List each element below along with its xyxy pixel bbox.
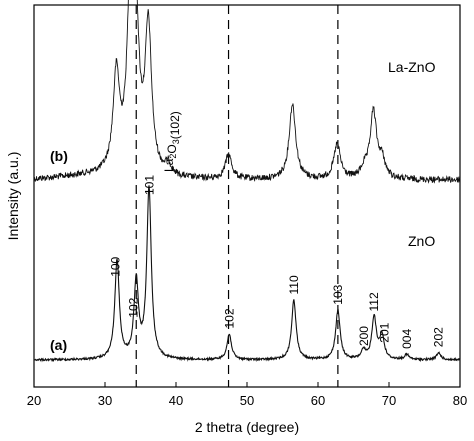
peak-label: 110 xyxy=(287,275,301,294)
peak-label: 102 xyxy=(222,308,236,328)
x-tick-label: 40 xyxy=(169,393,183,408)
peak-label: 202 xyxy=(432,327,446,347)
series-line-la-zno xyxy=(33,0,461,184)
x-tick-label: 30 xyxy=(98,393,112,408)
peak-label: 103 xyxy=(331,284,345,304)
x-tick-label: 20 xyxy=(27,393,41,408)
curves xyxy=(33,0,461,363)
peak-label: 112 xyxy=(367,292,381,311)
x-tick-label: 80 xyxy=(453,393,467,408)
peak-label: 100 xyxy=(109,256,123,276)
peak-labels: 100 102 101 102 110 103 200 112 201 004 202 La2O3(1… xyxy=(109,111,446,349)
peak-label: 101 xyxy=(143,175,157,195)
x-tick-label: 50 xyxy=(240,393,254,408)
series-name-la-zno: La-ZnO xyxy=(388,59,436,75)
peak-label: 200 xyxy=(357,326,371,346)
x-tick-label: 70 xyxy=(382,393,396,408)
series-name-zno: ZnO xyxy=(408,233,435,249)
x-axis-label: 2 thetra (degree) xyxy=(195,419,299,435)
curve-tag-a: (a) xyxy=(50,337,67,353)
x-tick-label: 60 xyxy=(311,393,325,408)
x-axis-ticks: 20 30 40 50 60 70 80 xyxy=(27,382,467,408)
curve-tag-b: (b) xyxy=(50,148,68,164)
la2o3-peak-label: La2O3(102) xyxy=(162,111,182,172)
peak-label: 004 xyxy=(400,329,414,349)
series-line-zno xyxy=(33,185,461,363)
y-axis-label: Intensity (a.u.) xyxy=(5,152,21,241)
peak-label: 201 xyxy=(378,322,392,342)
reference-lines xyxy=(135,5,339,387)
peak-label: 102 xyxy=(126,297,140,317)
